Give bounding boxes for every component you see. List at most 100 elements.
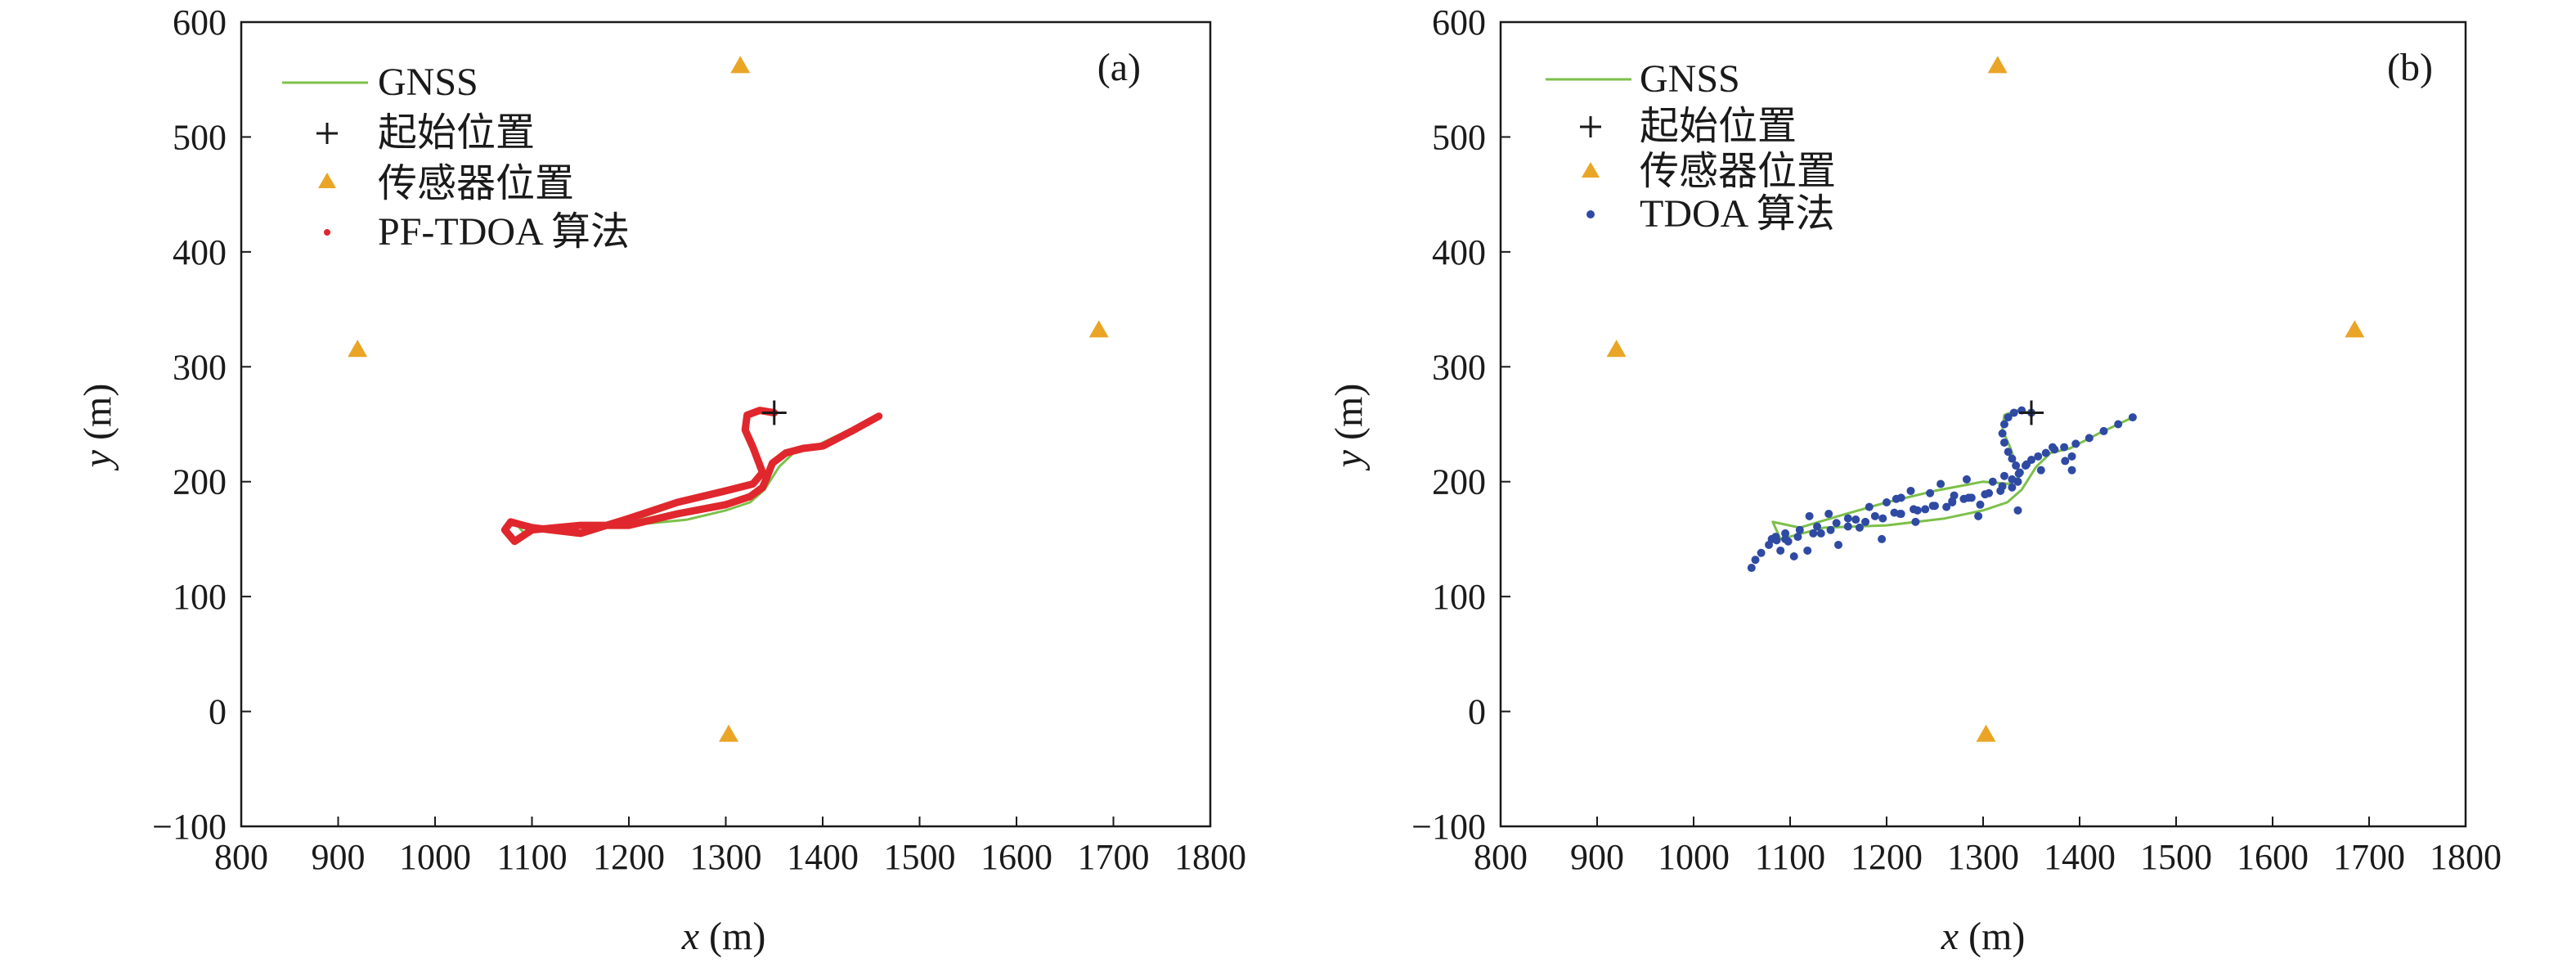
gnss-trajectory-line-a xyxy=(516,409,877,535)
tdoa-point-b xyxy=(1784,537,1793,546)
x-tick-label-b: 1700 xyxy=(2333,837,2405,877)
tdoa-point-b xyxy=(1816,529,1825,538)
tdoa-point-b xyxy=(1976,500,1985,509)
tdoa-point-b xyxy=(1942,502,1951,511)
tdoa-point-b xyxy=(2085,434,2094,443)
tdoa-point-b xyxy=(2041,448,2050,457)
tdoa-point-b xyxy=(1781,529,1790,538)
legend-estimate-marker-a xyxy=(324,229,330,236)
legend-a: GNSS 起始位置 传感器位置 PF-TDOA 算法 xyxy=(282,61,630,254)
x-tick-label-a: 1100 xyxy=(496,837,567,877)
tdoa-point-b xyxy=(1826,525,1835,534)
x-tick-label-b: 1000 xyxy=(1658,837,1730,877)
x-tick-label-a: 1600 xyxy=(981,837,1052,877)
y-tick-label-b: 600 xyxy=(1432,2,1486,43)
tdoa-point-b xyxy=(1865,502,1874,511)
tdoa-point-b xyxy=(2036,466,2045,475)
tdoa-point-b xyxy=(2008,475,2017,484)
tdoa-point-b xyxy=(2048,443,2057,452)
tdoa-point-b xyxy=(1878,514,1887,523)
x-tick-label-b: 1500 xyxy=(2140,837,2212,877)
tdoa-point-b xyxy=(1906,486,1915,495)
tdoa-point-b xyxy=(1747,564,1756,573)
x-tick-label-a: 900 xyxy=(312,837,366,877)
tdoa-point-b xyxy=(1805,511,1814,520)
panel-a: (a) GNSS 起始位置 传感器位置 PF-TDOA 算法 x (m) y (… xyxy=(76,2,1246,958)
x-tick-label-a: 1500 xyxy=(884,837,956,877)
tdoa-point-b xyxy=(2067,466,2076,475)
tdoa-point-b xyxy=(2022,460,2031,469)
x-tick-label-a: 1700 xyxy=(1078,837,1150,877)
tdoa-point-b xyxy=(2114,420,2123,429)
tdoa-point-b xyxy=(1765,540,1774,549)
legend-sensor-label-b: 传感器位置 xyxy=(1640,150,1836,193)
sensor-marker-b xyxy=(2345,320,2365,338)
x-tick-label-b: 1300 xyxy=(1947,837,2019,877)
x-tick-label-a: 1400 xyxy=(787,837,859,877)
tdoa-point-b xyxy=(1883,497,1891,506)
x-tick-label-b: 1200 xyxy=(1851,837,1923,877)
tdoa-point-b xyxy=(2128,413,2137,422)
tdoa-point-b xyxy=(1910,505,1919,514)
x-tick-label-a: 1000 xyxy=(399,837,471,877)
tdoa-point-b xyxy=(1751,556,1760,565)
legend-start-label-b: 起始位置 xyxy=(1640,105,1797,148)
tdoa-point-b xyxy=(1998,482,2007,491)
x-tick-label-a: 1300 xyxy=(690,837,762,877)
gnss-trajectory-line-b xyxy=(1771,409,2134,541)
legend-start-marker-b xyxy=(1580,116,1601,137)
legend-gnss-label-b: GNSS xyxy=(1640,57,1740,101)
sensor-marker-b xyxy=(1976,724,1996,742)
tdoa-point-b xyxy=(1959,494,1968,503)
tdoa-point-b xyxy=(2060,443,2069,452)
legend-sensor-marker-a xyxy=(318,173,336,188)
panel-label-a: (a) xyxy=(1097,46,1141,89)
tdoa-point-b xyxy=(1926,488,1935,497)
tdoa-point-b xyxy=(1967,493,1976,502)
x-axis-label-a: x (m) xyxy=(681,915,766,958)
tdoa-point-b xyxy=(1803,546,1812,555)
tdoa-point-b xyxy=(1851,515,1860,524)
tdoa-point-b xyxy=(1789,551,1798,560)
y-axis-label-a: y (m) xyxy=(76,384,119,472)
tdoa-point-b xyxy=(1870,511,1879,520)
tdoa-point-b xyxy=(1896,493,1905,502)
legend-estimate-marker-b xyxy=(1586,210,1595,218)
tdoa-point-b xyxy=(2008,483,2017,492)
y-tick-label-a: −100 xyxy=(152,807,227,847)
tdoa-point-b xyxy=(1921,505,1930,514)
panel-b: (b) GNSS 起始位置 传感器位置 TDOA 算法 x (m) y (m) … xyxy=(1327,2,2502,958)
sensor-marker-b xyxy=(1987,56,2008,74)
y-tick-label-b: −100 xyxy=(1411,807,1486,847)
tdoa-point-b xyxy=(2034,452,2043,461)
tdoa-point-b xyxy=(1928,502,1937,511)
y-tick-label-a: 500 xyxy=(173,117,227,157)
tdoa-point-b xyxy=(2009,408,2018,417)
x-tick-label-b: 1800 xyxy=(2430,837,2502,877)
y-tick-label-a: 100 xyxy=(173,577,227,617)
legend-start-label-a: 起始位置 xyxy=(378,111,535,155)
tdoa-point-b xyxy=(1832,519,1841,528)
tdoa-point-b xyxy=(1757,548,1766,557)
tdoa-point-b xyxy=(2015,468,2024,477)
tdoa-point-b xyxy=(2061,457,2070,466)
y-tick-label-a: 300 xyxy=(173,347,227,387)
tdoa-point-b xyxy=(1896,510,1905,519)
tdoa-point-b xyxy=(1878,534,1887,543)
tdoa-point-b xyxy=(2004,413,2013,422)
legend-sensor-label-a: 传感器位置 xyxy=(378,162,574,205)
legend-estimate-label-b: TDOA 算法 xyxy=(1640,192,1835,236)
sensor-marker-a xyxy=(719,724,739,742)
x-tick-label-b: 1100 xyxy=(1755,837,1825,877)
tdoa-point-b xyxy=(1999,438,2008,447)
tdoa-point-b xyxy=(2012,461,2021,470)
tdoa-point-b xyxy=(1834,540,1842,549)
y-tick-label-b: 200 xyxy=(1432,462,1486,502)
tdoa-point-b xyxy=(1988,477,1997,486)
legend-gnss-label-a: GNSS xyxy=(378,61,478,104)
tdoa-point-b xyxy=(1911,517,1920,526)
tdoa-point-b xyxy=(1793,533,1802,542)
y-tick-label-b: 300 xyxy=(1432,347,1486,387)
panel-label-b: (b) xyxy=(2387,46,2433,89)
x-tick-label-b: 800 xyxy=(1474,837,1528,877)
